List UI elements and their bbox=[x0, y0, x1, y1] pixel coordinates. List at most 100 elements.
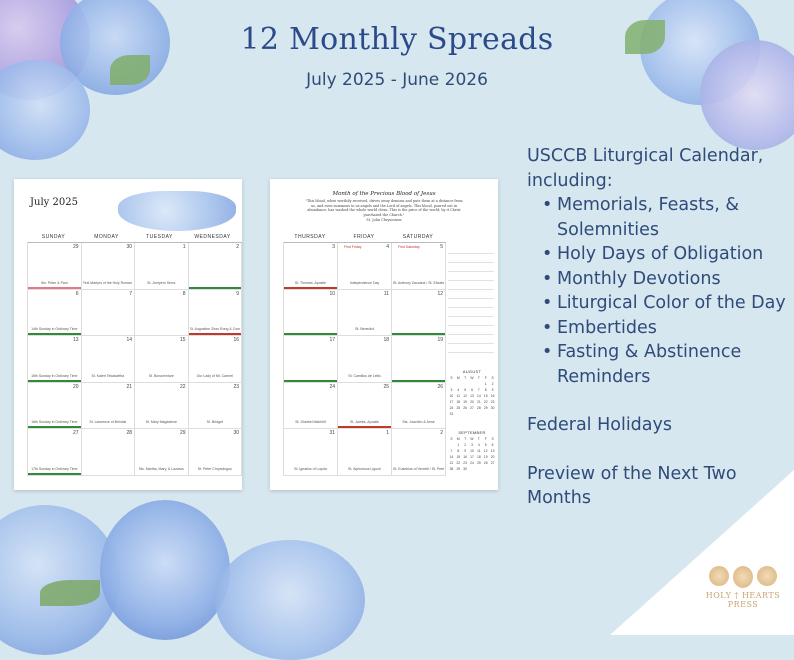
mini-day: 14 bbox=[449, 455, 454, 459]
calendar-page-right: Month of the Precious Blood of Jesus "Th… bbox=[270, 179, 498, 490]
mini-day: 1 bbox=[484, 382, 487, 386]
mini-weekday: F bbox=[484, 376, 487, 380]
mini-day bbox=[448, 382, 455, 386]
day-cell: 29 Sts. Peter & Paul bbox=[28, 243, 82, 290]
mini-day: 8 bbox=[484, 388, 487, 392]
day-cell: 14 St. Kateri Tekakwitha bbox=[81, 336, 135, 383]
mini-day: 24 bbox=[449, 406, 454, 410]
mini-day: 1 bbox=[457, 443, 460, 447]
weekday-label: FRIDAY bbox=[353, 234, 375, 240]
liturgical-color-bar bbox=[338, 426, 391, 429]
day-number: 31 bbox=[329, 430, 335, 437]
mini-day: 4 bbox=[477, 443, 480, 447]
day-caption: St. Eusebius of Vercelli / St. Peter Jul… bbox=[393, 466, 444, 471]
publisher-logo: HOLY † HEARTS PRESS bbox=[700, 566, 786, 609]
day-number: 12 bbox=[437, 290, 443, 297]
mini-day: 31 bbox=[449, 412, 454, 416]
day-cell: 25 St. James, Apostle bbox=[338, 382, 392, 430]
liturgical-color-bar bbox=[392, 379, 445, 382]
day-number: 5 bbox=[440, 244, 443, 250]
liturgical-color-bar bbox=[28, 472, 81, 475]
mini-calendar: AUGUST S M T W T F S 1 2 3 4 5 6 7 8 9 10 11 12 13 14 15 16 17 18… bbox=[448, 369, 496, 416]
calendar-grid: 3 St. Thomas, Apostle 4 First Friday Indepen… bbox=[283, 242, 446, 476]
mini-day: 10 bbox=[470, 449, 474, 453]
mini-day: 7 bbox=[477, 388, 480, 392]
mini-day: 24 bbox=[470, 461, 474, 465]
mini-day: 22 bbox=[456, 461, 461, 465]
day-cell: 20 16th Sunday in Ordinary Time bbox=[28, 382, 82, 430]
day-cell: 1 St. Junipero Serra bbox=[135, 243, 189, 290]
day-cell: 9 St. Augustine Zhao Rong & Comp. bbox=[188, 289, 242, 337]
day-cell: 5 First Saturday St. Anthony Zaccaria / St… bbox=[392, 243, 446, 290]
day-number: 9 bbox=[236, 290, 239, 297]
day-number: 29 bbox=[72, 244, 79, 250]
liturgical-color-bar bbox=[28, 426, 81, 429]
day-number: 1 bbox=[182, 244, 186, 250]
day-number: 22 bbox=[179, 383, 186, 390]
federal-holidays: Federal Holidays bbox=[527, 415, 672, 435]
mini-day: 17 bbox=[449, 400, 454, 404]
mini-day: 11 bbox=[456, 394, 460, 398]
page-title: 12 Monthly Spreads bbox=[240, 22, 554, 57]
mini-weekday: T bbox=[464, 437, 467, 441]
day-cell: 2 St. Eusebius of Vercelli / St. Peter Ju… bbox=[392, 429, 446, 476]
mini-day: 20 bbox=[490, 455, 495, 459]
day-number: 8 bbox=[182, 290, 186, 297]
day-caption: Independence Day bbox=[349, 280, 380, 285]
mini-day: 19 bbox=[483, 455, 488, 459]
day-cell: 31 St. Ignatius of Loyola bbox=[284, 429, 338, 476]
mini-weekday: S bbox=[491, 437, 494, 441]
devotion-heading: Month of the Precious Blood of Jesus bbox=[332, 191, 436, 197]
mini-day: 27 bbox=[490, 461, 495, 465]
quote-author: St. John Chrysostom bbox=[366, 218, 402, 222]
liturgical-color-bar bbox=[284, 379, 337, 382]
mini-day: 7 bbox=[450, 449, 453, 453]
weekday-label: WEDNESDAY bbox=[194, 234, 231, 240]
day-number: 18 bbox=[383, 337, 389, 344]
feature-item: Fasting & Abstinence Reminders bbox=[542, 340, 789, 389]
mini-weekday: W bbox=[470, 437, 474, 441]
day-caption: St. Bonaventure bbox=[148, 373, 174, 378]
day-number: 10 bbox=[329, 290, 335, 297]
mini-day: 30 bbox=[490, 406, 495, 410]
day-tag: First Saturday bbox=[398, 245, 420, 249]
day-cell: 6 14th Sunday in Ordinary Time bbox=[28, 289, 82, 337]
liturgical-color-bar bbox=[28, 379, 81, 382]
mini-weekday: W bbox=[470, 376, 474, 380]
day-cell: 26 Sts. Joachim & Anne bbox=[392, 382, 446, 430]
mini-day: 9 bbox=[464, 449, 467, 453]
day-number: 7 bbox=[129, 290, 132, 297]
weekday-label: SATURDAY bbox=[402, 234, 434, 240]
day-caption: 16th Sunday in Ordinary Time bbox=[31, 420, 78, 425]
mini-day: 3 bbox=[450, 388, 453, 392]
weekday-label: THURSDAY bbox=[294, 234, 326, 240]
weekday-header: THURSDAY FRIDAY SATURDAY bbox=[283, 234, 445, 242]
day-caption: Our Lady of Mt. Carmel bbox=[196, 373, 233, 378]
weekday-label: TUESDAY bbox=[146, 234, 173, 240]
day-caption: St. Thomas, Apostle bbox=[294, 280, 327, 285]
day-caption: 17th Sunday in Ordinary Time bbox=[31, 466, 78, 471]
day-caption: St. Anthony Zaccaria / St. Elizabeth of … bbox=[393, 280, 444, 285]
mini-day: 25 bbox=[456, 406, 461, 410]
mini-day: 4 bbox=[457, 388, 460, 392]
notes-lines bbox=[448, 245, 494, 355]
day-number: 28 bbox=[126, 430, 132, 437]
day-cell: 27 17th Sunday in Ordinary Time bbox=[28, 429, 82, 476]
day-cell: 21 St. Lawrence of Brindisi bbox=[81, 382, 135, 430]
day-caption: St. Sharbel Makhlūf bbox=[295, 420, 326, 425]
day-number: 19 bbox=[437, 337, 443, 344]
mini-day: 29 bbox=[456, 467, 461, 471]
day-number: 26 bbox=[437, 383, 443, 390]
mini-day: 16 bbox=[490, 394, 495, 398]
day-caption: 15th Sunday in Ordinary Time bbox=[31, 373, 78, 378]
mini-day: 23 bbox=[490, 400, 495, 404]
liturgical-color-bar bbox=[284, 333, 337, 336]
day-cell: 22 St. Mary Magdalene bbox=[135, 382, 189, 430]
mini-day: 17 bbox=[470, 455, 474, 459]
day-cell: 12 bbox=[392, 289, 446, 337]
day-cell: 4 First Friday Independence Day bbox=[338, 243, 392, 290]
mini-day: 26 bbox=[463, 406, 467, 410]
liturgical-color-bar bbox=[284, 286, 337, 289]
feature-item: Liturgical Color of the Day bbox=[542, 291, 789, 316]
mini-day: 27 bbox=[470, 406, 474, 410]
